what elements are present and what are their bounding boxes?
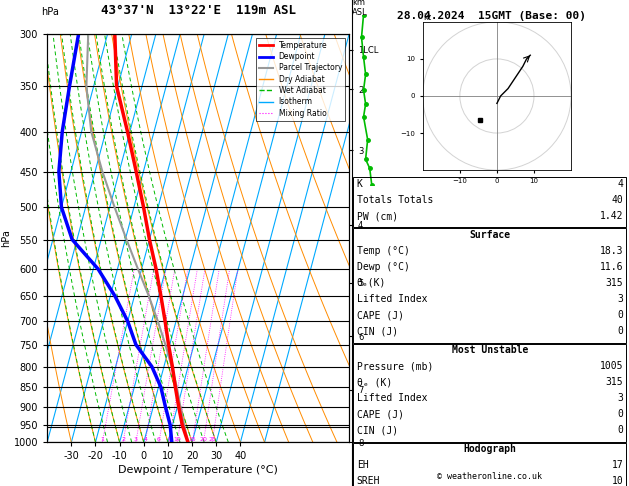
Legend: Temperature, Dewpoint, Parcel Trajectory, Dry Adiabat, Wet Adiabat, Isotherm, Mi: Temperature, Dewpoint, Parcel Trajectory…: [256, 38, 345, 121]
Text: 15: 15: [189, 437, 196, 442]
Text: 0: 0: [618, 425, 623, 435]
Text: 10: 10: [611, 476, 623, 486]
Text: CAPE (J): CAPE (J): [357, 310, 404, 320]
Text: 0: 0: [618, 310, 623, 320]
Text: Pressure (mb): Pressure (mb): [357, 361, 433, 371]
Text: kt: kt: [423, 13, 431, 22]
Text: 3: 3: [618, 393, 623, 403]
Text: CIN (J): CIN (J): [357, 326, 398, 336]
X-axis label: Dewpoint / Temperature (°C): Dewpoint / Temperature (°C): [118, 466, 278, 475]
Text: 43°37'N  13°22'E  119m ASL: 43°37'N 13°22'E 119m ASL: [101, 4, 296, 17]
Text: 4: 4: [618, 179, 623, 190]
Text: Lifted Index: Lifted Index: [357, 393, 427, 403]
Text: 315: 315: [606, 377, 623, 387]
Y-axis label: hPa: hPa: [1, 229, 11, 247]
Text: 3: 3: [134, 437, 138, 442]
Text: 40: 40: [611, 195, 623, 206]
Text: CAPE (J): CAPE (J): [357, 409, 404, 419]
Text: 6: 6: [157, 437, 161, 442]
Text: 20: 20: [199, 437, 208, 442]
Text: Hodograph: Hodograph: [464, 444, 516, 454]
Text: km
ASL: km ASL: [352, 0, 368, 17]
Text: 8: 8: [167, 437, 171, 442]
Text: 11.6: 11.6: [600, 262, 623, 272]
Text: PW (cm): PW (cm): [357, 211, 398, 222]
Text: 1005: 1005: [600, 361, 623, 371]
Text: EH: EH: [357, 460, 369, 470]
Text: © weatheronline.co.uk: © weatheronline.co.uk: [438, 472, 542, 481]
Text: Surface: Surface: [469, 230, 511, 240]
Text: θₑ(K): θₑ(K): [357, 278, 386, 288]
Text: Dewp (°C): Dewp (°C): [357, 262, 409, 272]
Text: 17: 17: [611, 460, 623, 470]
Text: Lifted Index: Lifted Index: [357, 294, 427, 304]
Text: SREH: SREH: [357, 476, 380, 486]
Text: CIN (J): CIN (J): [357, 425, 398, 435]
Text: K: K: [357, 179, 362, 190]
Text: hPa: hPa: [41, 7, 58, 17]
Text: 18.3: 18.3: [600, 246, 623, 256]
Text: Totals Totals: Totals Totals: [357, 195, 433, 206]
Text: 315: 315: [606, 278, 623, 288]
Text: 28.04.2024  15GMT (Base: 00): 28.04.2024 15GMT (Base: 00): [397, 11, 586, 21]
Text: 2: 2: [121, 437, 125, 442]
Text: 3: 3: [618, 294, 623, 304]
Text: 25: 25: [208, 437, 216, 442]
Text: 10: 10: [174, 437, 181, 442]
Text: Most Unstable: Most Unstable: [452, 345, 528, 355]
Text: 1: 1: [101, 437, 104, 442]
Text: 0: 0: [618, 409, 623, 419]
Text: 0: 0: [618, 326, 623, 336]
Text: θₑ (K): θₑ (K): [357, 377, 392, 387]
Text: 4: 4: [143, 437, 147, 442]
Text: 1.42: 1.42: [600, 211, 623, 222]
Text: Temp (°C): Temp (°C): [357, 246, 409, 256]
